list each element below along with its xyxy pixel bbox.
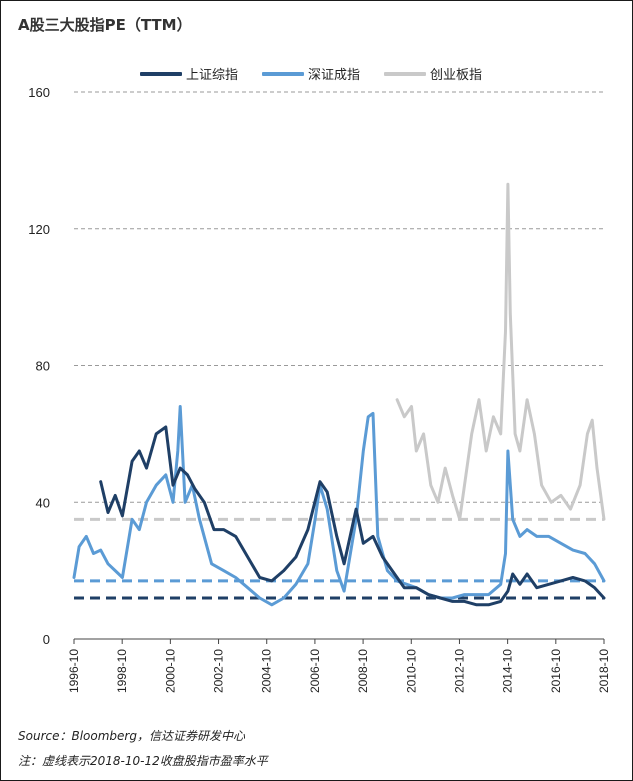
x-tick-label: 2018-10 [597, 649, 611, 693]
y-tick-label: 80 [36, 359, 50, 374]
x-tick-label: 2016-10 [549, 649, 563, 693]
legend-swatch-shenzhen [262, 71, 305, 76]
x-tick-label: 2000-10 [163, 649, 177, 693]
x-tick-label: 2010-10 [404, 649, 418, 693]
x-tick-label: 1998-10 [115, 649, 129, 693]
series-line-2 [395, 182, 606, 521]
legend-item-shanghai: 上证综指 [140, 64, 238, 83]
x-tick-label: 1996-10 [67, 649, 81, 693]
legend-swatch-chinext [384, 71, 427, 76]
y-tick-label: 40 [36, 495, 50, 510]
x-tick-label: 2006-10 [308, 649, 322, 693]
x-tick-label: 2004-10 [260, 649, 274, 693]
footer-note: 注：虚线表示2018-10-12收盘股指市盈率水平 [18, 754, 268, 768]
y-tick-label: 120 [28, 222, 50, 237]
legend-item-shenzhen: 深证成指 [262, 64, 360, 83]
y-tick-label: 0 [43, 632, 50, 647]
series-line-1 [72, 405, 606, 607]
x-tick-label: 2008-10 [356, 649, 370, 693]
legend-label-shenzhen: 深证成指 [308, 68, 361, 83]
y-tick-label: 160 [28, 85, 50, 100]
legend-swatch-shanghai [140, 71, 182, 76]
chart-title: A股三大股指PE（TTM） [18, 16, 192, 34]
x-tick-label: 2014-10 [501, 649, 515, 693]
footer-source: Source：Bloomberg，信达证券研发中心 [18, 729, 245, 743]
legend: 上证综指 深证成指 创业板指 [140, 64, 506, 83]
legend-item-chinext: 创业板指 [384, 64, 482, 83]
legend-label-chinext: 创业板指 [430, 68, 483, 83]
series-line-0 [99, 425, 606, 607]
legend-label-shanghai: 上证综指 [186, 68, 239, 83]
x-tick-label: 2012-10 [452, 649, 466, 693]
x-tick-label: 2002-10 [212, 649, 226, 693]
